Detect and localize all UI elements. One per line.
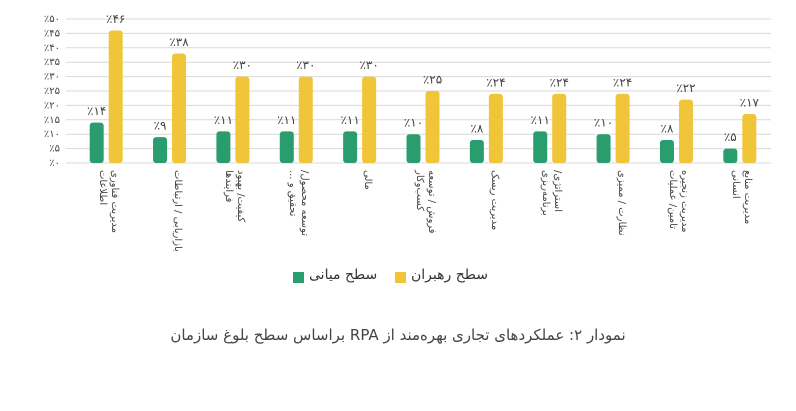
- value-label: ٪۲۴: [486, 75, 505, 89]
- value-label: ٪۱۱: [277, 113, 296, 127]
- y-tick-label: ٪۵: [49, 144, 60, 155]
- bar: [425, 91, 440, 163]
- bar: [172, 53, 187, 164]
- legend-label: سطح رهبران: [411, 267, 488, 283]
- value-label: ٪۳۰: [296, 58, 315, 72]
- bar: [678, 99, 693, 163]
- value-label: ٪۳۸: [169, 35, 189, 49]
- bar: [89, 122, 104, 163]
- y-tick-label: ٪۴۰: [44, 43, 60, 54]
- bar: [596, 134, 611, 163]
- x-tick-label: توسعه محصول/ تحقیق و ...: [286, 170, 310, 236]
- value-label: ٪۲۴: [550, 75, 569, 89]
- value-label: ٪۱۷: [740, 96, 760, 110]
- bar: [362, 76, 377, 163]
- value-label: ٪۱۱: [531, 113, 550, 127]
- y-tick-label: ٪۳۵: [44, 57, 60, 68]
- x-tick-label: استراتژی/ برنامه‌ریزی: [540, 170, 564, 216]
- x-tick-label: مدیریت ریسک: [488, 170, 500, 231]
- y-tick-label: ٪۱۰: [44, 129, 60, 140]
- x-tick-label: مدیریت زنجیره تامین/ عملیات: [666, 170, 690, 233]
- bar: [659, 139, 674, 163]
- legend-swatch: [395, 272, 406, 283]
- bar: [406, 134, 421, 163]
- bar: [533, 131, 548, 163]
- chart-title: نمودار ۲: عملکردهای تجاری بهره‌مند از RP…: [170, 326, 626, 344]
- value-label: ٪۱۱: [340, 113, 359, 127]
- bar: [742, 114, 757, 163]
- value-label: ٪۲۴: [613, 75, 632, 89]
- bar: [552, 93, 567, 163]
- bar: [723, 148, 738, 163]
- value-label: ٪۵: [724, 130, 737, 144]
- bar: [615, 93, 630, 163]
- x-tick-label: مدیریت منابع انسانی: [730, 170, 754, 225]
- y-tick-label: ٪۲۵: [44, 86, 60, 97]
- y-tick-label: ٪۳۰: [44, 72, 60, 83]
- x-tick-label: مدیریت فناوری اطلاعات: [96, 170, 120, 234]
- legend-swatch: [293, 272, 304, 283]
- legend-label: سطح میانی: [309, 267, 378, 283]
- bar: [153, 137, 168, 163]
- x-tick-label: مالی: [362, 170, 374, 190]
- value-label: ٪۳۰: [233, 58, 252, 72]
- value-label: ٪۲۵: [423, 73, 442, 87]
- y-tick-label: ٪۲۰: [44, 100, 60, 111]
- bar: [343, 131, 358, 163]
- x-tick-label: بازاریابی / ارتباطات: [172, 170, 184, 252]
- bar: [216, 131, 231, 163]
- value-label: ٪۱۰: [594, 116, 613, 130]
- y-tick-label: ٪۰: [49, 158, 60, 169]
- bar: [488, 93, 503, 163]
- x-tick-label: نظارت / ممیزی: [615, 170, 627, 236]
- value-label: ٪۱۱: [214, 113, 233, 127]
- bar: [235, 76, 250, 163]
- value-label: ٪۹: [154, 119, 167, 133]
- bar: [469, 139, 484, 163]
- value-label: ٪۴۶: [106, 12, 125, 26]
- x-tick-label: کیفیت/ بهبود فرایندها: [223, 170, 247, 223]
- value-label: ٪۱۴: [87, 104, 106, 118]
- value-label: ٪۸: [661, 121, 674, 135]
- y-tick-label: ٪۵۰: [44, 14, 60, 25]
- bar: [298, 76, 313, 163]
- value-label: ٪۲۲: [676, 81, 695, 95]
- y-tick-label: ٪۱۵: [44, 115, 60, 126]
- value-label: ٪۱۰: [404, 116, 423, 130]
- value-label: ٪۳۰: [359, 58, 378, 72]
- value-label: ٪۸: [470, 121, 483, 135]
- y-tick-label: ٪۴۵: [44, 28, 60, 39]
- x-tick-label: فروش / توسعه کسب‌وکار: [413, 170, 437, 234]
- bar: [279, 131, 294, 163]
- bar: [108, 30, 123, 163]
